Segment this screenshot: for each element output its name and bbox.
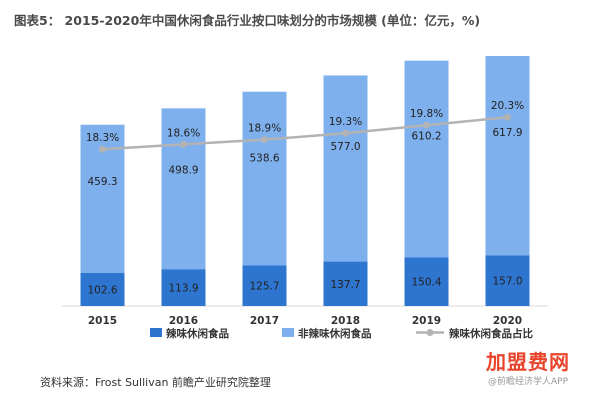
x-tick-2019: 2019: [412, 315, 441, 327]
bar-spicy-2018: [323, 261, 368, 306]
legend-swatch-non-spicy: [282, 328, 294, 337]
bar-non-spicy-2017: [242, 91, 287, 266]
share-point-2016: [180, 140, 187, 148]
x-tick-2016: 2016: [169, 315, 198, 327]
x-tick-2015: 2015: [88, 315, 117, 327]
share-point-2019: [423, 121, 430, 129]
legend: 辣味休闲食品 非辣味休闲食品 辣味休闲食品占比: [150, 327, 533, 340]
share-label-2018: 19.3%: [329, 116, 362, 128]
bar-spicy-2015: [80, 272, 125, 306]
share-point-2020: [504, 113, 511, 121]
bar-spicy-2016: [161, 269, 206, 306]
brand-logo: 加盟费网 @前瞻经济学人APP: [470, 346, 586, 394]
bar-spicy-2019: [404, 257, 449, 306]
label-non-spicy-2017: 538.6: [249, 153, 279, 165]
legend-label-non-spicy: 非辣味休闲食品: [298, 327, 372, 340]
label-non-spicy-2015: 459.3: [87, 176, 117, 188]
bar-non-spicy-2016: [161, 108, 206, 270]
share-point-2017: [261, 136, 268, 144]
share-line-layer: 18.3% 18.6% 18.9% 19.3% 19.8% 20.3%: [86, 100, 524, 153]
label-non-spicy-2020: 617.9: [492, 127, 522, 139]
legend-label-share: 辣味休闲食品占比: [449, 327, 533, 340]
bar-spicy-2017: [242, 265, 287, 306]
legend-label-spicy: 辣味休闲食品: [166, 327, 229, 340]
share-line: [102, 115, 508, 151]
x-tick-2020: 2020: [493, 315, 522, 327]
x-tick-2018: 2018: [331, 315, 360, 327]
logo-text: 加盟费网: [486, 350, 570, 374]
label-spicy-2016: 113.9: [168, 283, 198, 295]
label-spicy-2020: 157.0: [492, 276, 522, 288]
label-spicy-2019: 150.4: [411, 277, 441, 289]
label-spicy-2017: 125.7: [249, 281, 279, 293]
x-tick-layer: 2015 2016 2017 2018 2019 2020: [88, 315, 522, 327]
x-tick-2017: 2017: [250, 315, 279, 327]
bar-spicy-2020: [485, 255, 530, 306]
legend-swatch-spicy: [150, 328, 162, 337]
bar-non-spicy-2020: [485, 56, 530, 256]
bar-non-spicy-2019: [404, 60, 449, 258]
share-label-2015: 18.3%: [86, 132, 119, 144]
bar-layer: [80, 56, 530, 306]
label-non-spicy-2019: 610.2: [411, 130, 441, 142]
legend-marker-share: [426, 329, 434, 336]
bar-label-layer: 102.6 459.3 113.9 498.9 125.7 538.6 137.7 577.0…: [87, 127, 522, 297]
bar-non-spicy-2018: [323, 75, 368, 262]
label-spicy-2015: 102.6: [87, 284, 117, 296]
label-non-spicy-2018: 577.0: [330, 141, 360, 153]
source-note: 资料来源：Frost Sullivan 前瞻产业研究院整理: [40, 376, 271, 389]
share-point-2018: [342, 129, 349, 137]
logo-subtext: @前瞻经济学人APP: [487, 377, 568, 387]
share-label-2019: 19.8%: [410, 108, 443, 120]
share-label-2017: 18.9%: [248, 123, 281, 135]
chart-title: 图表5： 2015-2020年中国休闲食品行业按口味划分的市场规模 (单位：亿元…: [14, 13, 481, 28]
share-point-2015: [99, 145, 106, 153]
share-label-2016: 18.6%: [167, 127, 200, 139]
label-non-spicy-2016: 498.9: [168, 164, 198, 176]
share-label-2020: 20.3%: [491, 100, 524, 112]
label-spicy-2018: 137.7: [330, 279, 360, 291]
